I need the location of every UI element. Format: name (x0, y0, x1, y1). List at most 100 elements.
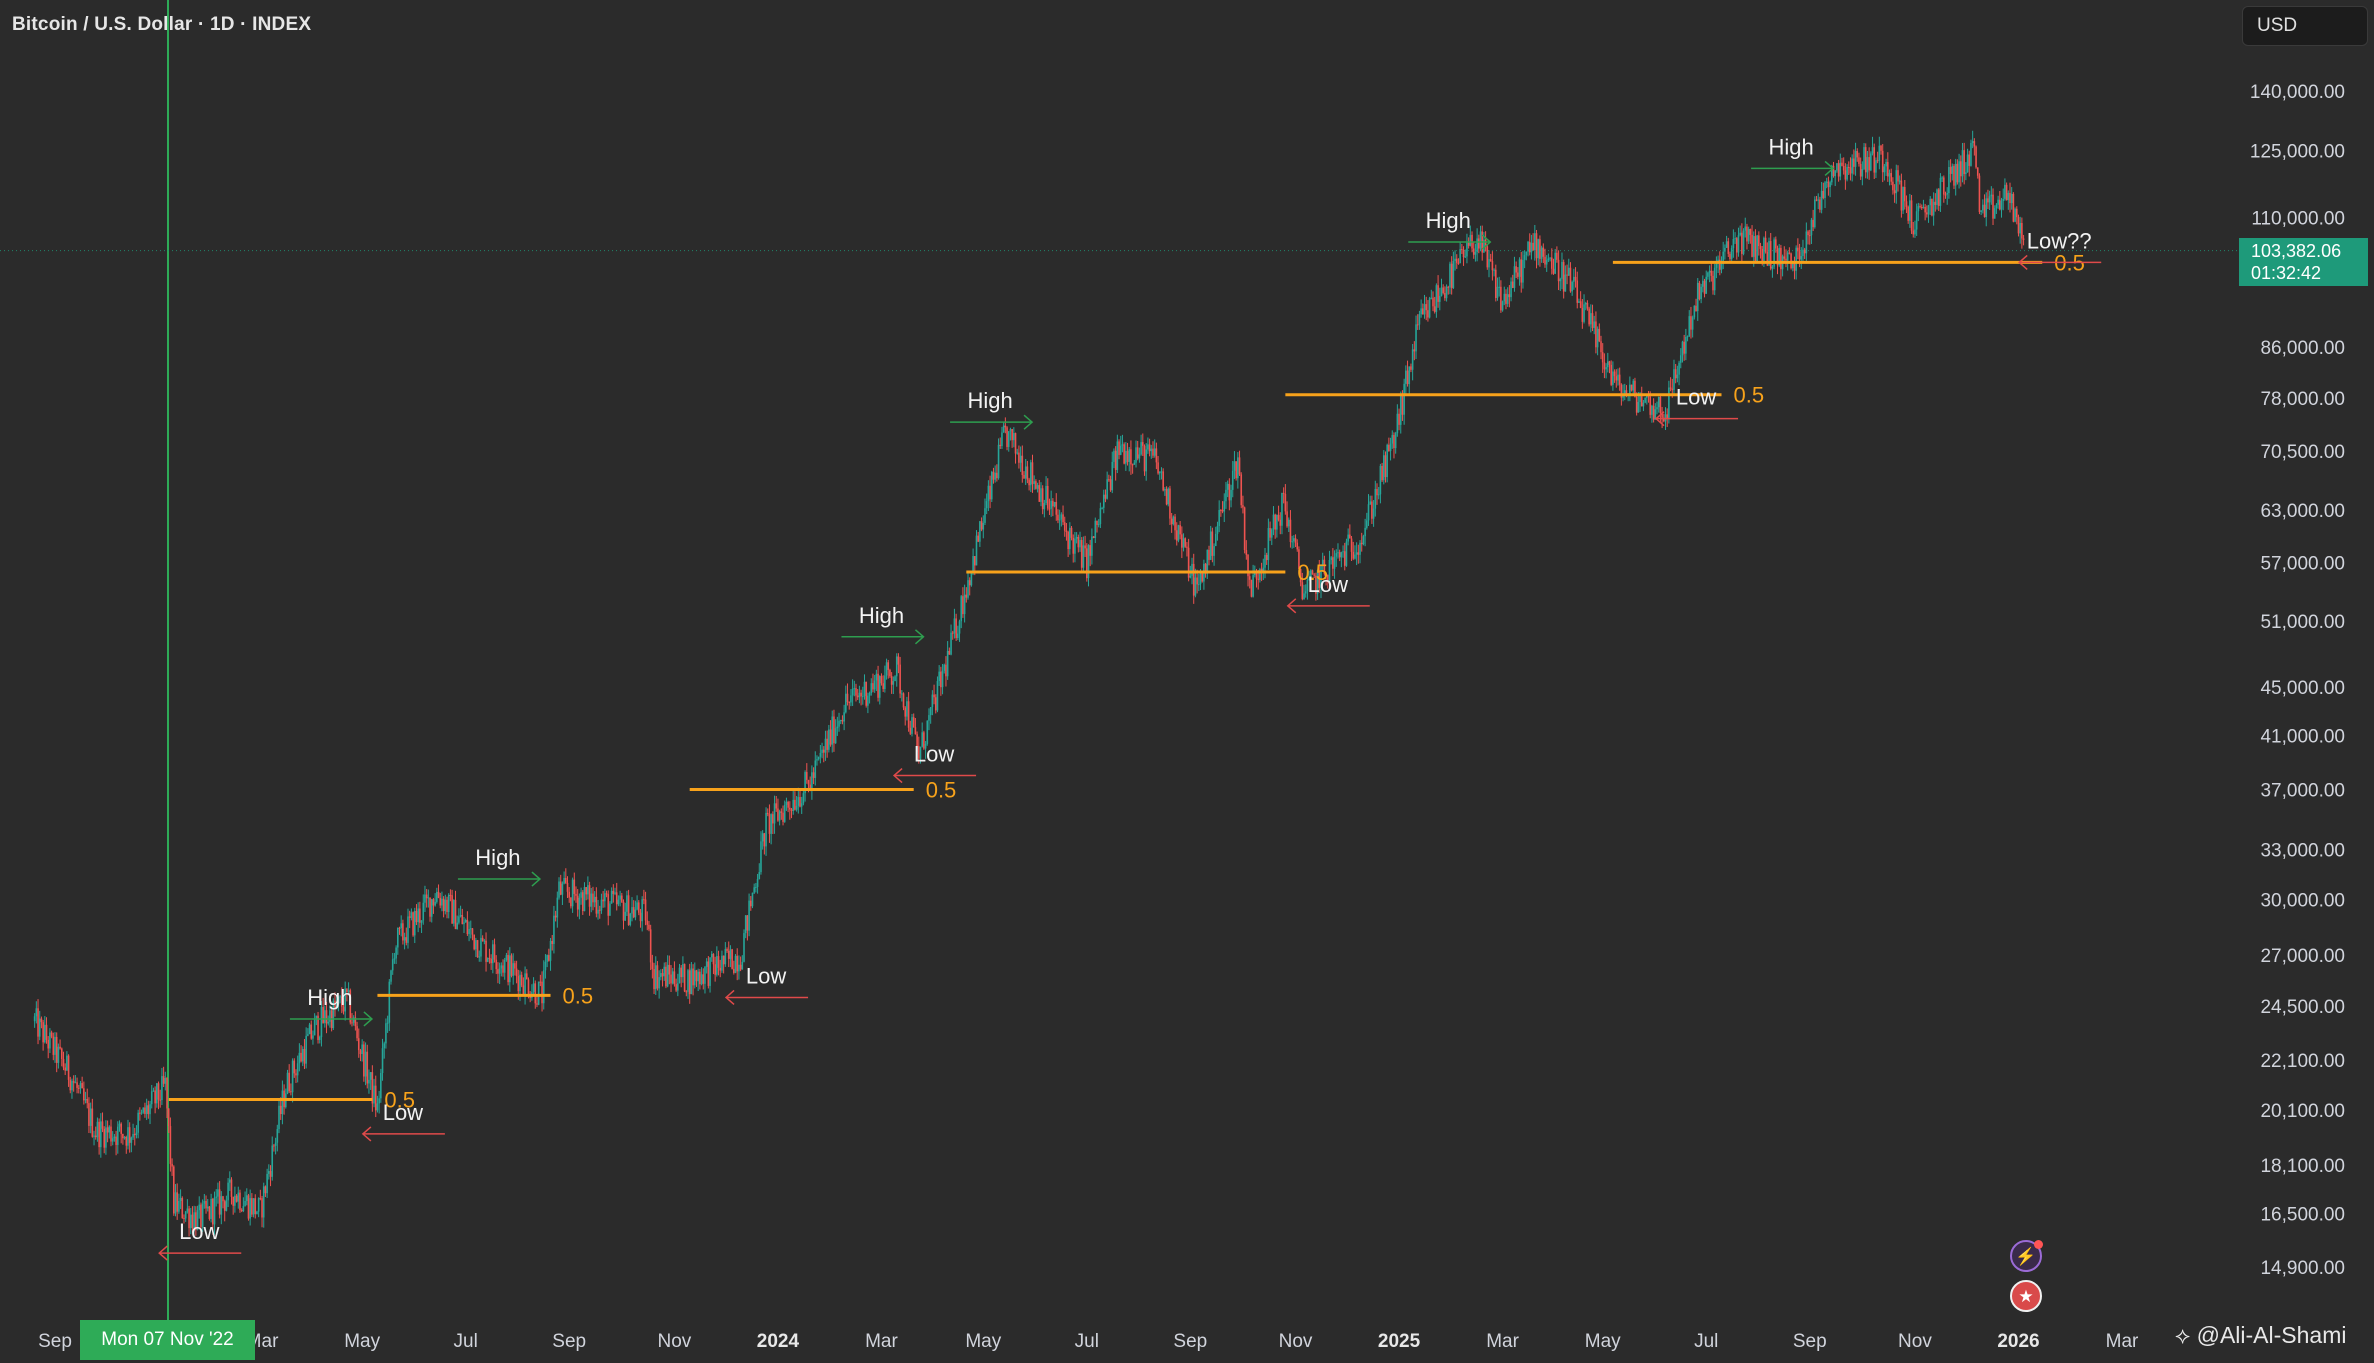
candle (1595, 321, 1597, 348)
candle (578, 897, 581, 910)
candle (1920, 206, 1923, 209)
candle (1980, 210, 1982, 212)
candle (851, 688, 854, 696)
candle (1057, 514, 1059, 521)
candle (926, 720, 929, 744)
y-axis-tick-label: 86,000.00 (2260, 338, 2345, 359)
candle (1987, 198, 1989, 203)
candle (473, 934, 475, 950)
high-annotation-label: High (967, 388, 1012, 413)
candle (408, 916, 411, 918)
candle (1187, 547, 1190, 578)
candle (975, 535, 978, 566)
candle (385, 1023, 387, 1044)
candle (709, 957, 711, 986)
candle (1189, 575, 1192, 578)
low-annotation-label: Low (1676, 385, 1716, 410)
candle (600, 899, 603, 911)
candle (1574, 276, 1577, 281)
y-axis-tick-label: 18,100.00 (2260, 1156, 2345, 1177)
candle (120, 1123, 122, 1134)
candle (1953, 166, 1955, 186)
candle (783, 804, 786, 822)
x-axis-tick-label: May (1585, 1331, 1621, 1352)
candle (1919, 206, 1921, 208)
candle (415, 910, 418, 923)
candle (1571, 281, 1573, 292)
candle (220, 1196, 223, 1215)
candle (1600, 341, 1602, 353)
candle (1293, 538, 1295, 542)
candle (1890, 173, 1893, 182)
candle (1104, 494, 1107, 499)
candle (690, 968, 693, 995)
candle (741, 961, 744, 970)
candle (169, 1126, 172, 1164)
candle (597, 909, 599, 914)
candle (1423, 304, 1426, 315)
candle (512, 963, 515, 976)
candle (804, 772, 806, 794)
candle (828, 729, 830, 750)
candle (1707, 272, 1709, 277)
candle (524, 973, 526, 995)
candle (1148, 444, 1151, 452)
us-flag-icon[interactable]: ★ (2010, 1280, 2042, 1312)
candle (1973, 141, 1976, 147)
candle (1815, 199, 1818, 201)
candle (651, 962, 654, 970)
candle (1393, 435, 1395, 449)
candle (951, 632, 954, 634)
y-axis-tick-label: 63,000.00 (2260, 501, 2345, 522)
candle (1364, 527, 1366, 537)
candle (1822, 190, 1825, 198)
candle (1474, 252, 1477, 255)
candle (811, 772, 813, 791)
candle (1810, 219, 1813, 236)
x-axis-tick-label: Jul (454, 1331, 478, 1352)
candle (1549, 257, 1551, 259)
candle (853, 688, 856, 690)
y-axis-tick-label: 57,000.00 (2260, 554, 2345, 575)
candle (1142, 442, 1144, 446)
candle (1662, 417, 1665, 422)
candle (390, 970, 392, 982)
candle (230, 1179, 233, 1197)
candle (753, 887, 755, 893)
candle (1264, 554, 1266, 568)
candle (744, 915, 747, 934)
candle (1808, 235, 1811, 237)
high-arrowhead-icon (1824, 160, 1835, 176)
candle (1685, 336, 1687, 354)
candle (1829, 182, 1831, 188)
candle (94, 1135, 97, 1138)
candle (773, 803, 776, 824)
candle (1941, 177, 1943, 179)
candle (332, 1000, 335, 1029)
candle (492, 944, 494, 964)
candle (1617, 374, 1619, 381)
y-axis-tick-label: 41,000.00 (2260, 727, 2345, 748)
candle (695, 970, 698, 982)
candle (1837, 163, 1840, 177)
candle (430, 899, 433, 917)
candle (790, 809, 793, 812)
currency-selector[interactable]: USD (2242, 6, 2368, 46)
notification-dot-icon (2034, 1240, 2043, 1249)
candle (1992, 194, 1994, 219)
low-arrowhead-icon (158, 1245, 168, 1261)
candle (186, 1208, 189, 1212)
candle (296, 1063, 299, 1076)
candle (96, 1121, 99, 1138)
candle (1174, 516, 1176, 531)
symbol-title[interactable]: Bitcoin / U.S. Dollar · 1D · INDEX (12, 14, 312, 35)
candle (702, 974, 705, 984)
candle (1382, 455, 1385, 481)
candle (731, 949, 733, 969)
candle (733, 968, 735, 973)
candle (1625, 390, 1628, 396)
candle (237, 1192, 240, 1202)
candle (1613, 371, 1616, 377)
candle (982, 522, 985, 530)
